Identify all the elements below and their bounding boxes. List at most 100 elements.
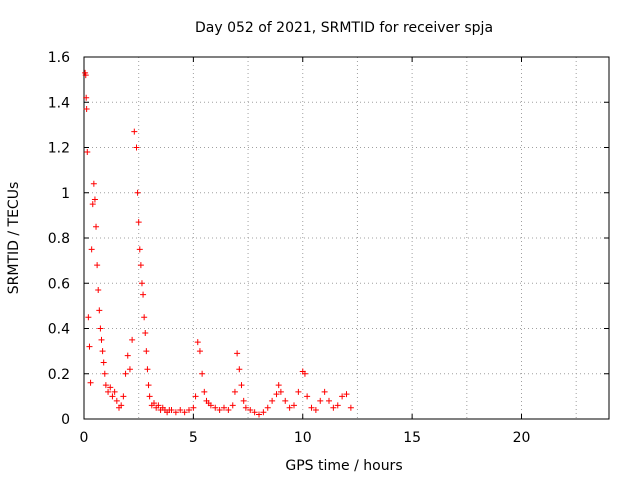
- data-point: [136, 246, 143, 253]
- data-point: [137, 262, 144, 269]
- data-point: [118, 402, 125, 409]
- data-point: [317, 397, 324, 404]
- x-tick-label: 10: [294, 430, 312, 446]
- data-point: [93, 223, 100, 230]
- data-point: [141, 314, 148, 321]
- data-point: [95, 287, 102, 294]
- data-point: [120, 393, 127, 400]
- data-point: [145, 382, 152, 389]
- data-point: [201, 388, 208, 395]
- data-point: [111, 388, 118, 395]
- data-point: [133, 144, 140, 151]
- data-point: [146, 393, 153, 400]
- data-point: [84, 149, 91, 156]
- data-point: [291, 402, 297, 409]
- data-point: [126, 366, 133, 373]
- y-tick-label: 1.2: [48, 141, 70, 157]
- data-point: [186, 406, 192, 413]
- data-point: [221, 404, 227, 411]
- y-tick-label: 0.8: [48, 231, 70, 247]
- data-point: [251, 409, 258, 416]
- data-point: [124, 352, 131, 359]
- data-point: [144, 366, 151, 373]
- data-points: [82, 69, 354, 418]
- data-point: [231, 388, 238, 395]
- data-point: [247, 406, 254, 413]
- x-tick-label: 20: [513, 430, 531, 446]
- data-point: [347, 404, 354, 411]
- data-point: [199, 370, 206, 377]
- data-point: [109, 393, 116, 400]
- data-point: [229, 402, 236, 409]
- y-tick-label: 1.6: [48, 50, 70, 66]
- plot-frame: [83, 56, 610, 420]
- data-point: [194, 339, 201, 346]
- data-point: [330, 404, 337, 411]
- y-axis-label: SRMTID / TECUs: [6, 182, 22, 295]
- data-point: [234, 350, 241, 357]
- data-point: [240, 397, 247, 404]
- data-point: [192, 393, 199, 400]
- y-tick-label: 0.4: [48, 322, 70, 338]
- data-point: [207, 402, 214, 409]
- y-tick-label: 1: [61, 186, 70, 202]
- x-tick-label: 15: [403, 430, 421, 446]
- data-point: [196, 348, 203, 355]
- data-point: [269, 397, 276, 404]
- data-point: [83, 106, 90, 113]
- data-point: [96, 307, 103, 314]
- data-point: [236, 366, 243, 373]
- data-point: [225, 406, 232, 413]
- chart-title: Day 052 of 2021, SRMTID for receiver spj…: [195, 20, 493, 36]
- data-point: [142, 330, 149, 337]
- data-point: [326, 397, 332, 404]
- y-tick-label: 0.2: [48, 367, 70, 383]
- data-point: [177, 406, 184, 413]
- data-point: [86, 343, 93, 350]
- data-point: [143, 348, 150, 355]
- data-point: [321, 388, 328, 395]
- data-point: [312, 406, 319, 413]
- data-point: [87, 379, 94, 386]
- y-tick-label: 0.6: [48, 276, 70, 292]
- x-tick-label: 0: [80, 430, 89, 446]
- data-point: [131, 128, 138, 135]
- data-point: [212, 404, 219, 411]
- data-point: [155, 402, 162, 409]
- data-point: [102, 382, 109, 389]
- data-point: [107, 384, 114, 391]
- data-point: [190, 404, 197, 411]
- data-point: [135, 219, 142, 226]
- data-point: [91, 196, 98, 203]
- data-point: [256, 411, 262, 418]
- data-point: [275, 382, 282, 389]
- data-point: [260, 409, 267, 416]
- data-point: [99, 348, 106, 355]
- data-point: [216, 406, 223, 413]
- data-point: [308, 404, 315, 411]
- data-point: [238, 382, 245, 389]
- data-point: [122, 370, 129, 377]
- data-point: [264, 404, 271, 411]
- data-point: [168, 406, 175, 413]
- data-point: [97, 325, 104, 332]
- data-point: [172, 409, 179, 416]
- data-point: [98, 336, 105, 343]
- data-point: [277, 388, 284, 395]
- data-point: [339, 393, 346, 400]
- data-point: [334, 402, 341, 409]
- x-axis-label: GPS time / hours: [285, 458, 402, 474]
- gridlines: [84, 57, 609, 419]
- data-point: [295, 388, 302, 395]
- y-tick-labels: 0 0.2 0.4 0.6 0.8 1 1.2 1.4 1.6: [48, 50, 70, 428]
- data-point: [129, 336, 136, 343]
- data-point: [140, 291, 147, 298]
- data-point: [242, 404, 249, 411]
- y-tick-label: 0: [61, 412, 70, 428]
- data-point: [105, 388, 112, 395]
- data-point: [343, 391, 350, 398]
- data-point: [82, 72, 89, 79]
- data-point: [304, 393, 311, 400]
- data-point: [134, 189, 141, 196]
